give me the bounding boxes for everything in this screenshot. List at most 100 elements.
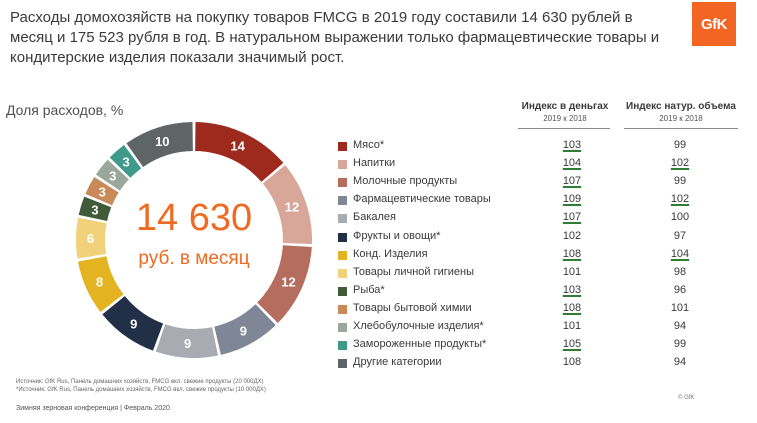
legend-row: Мясо* 103 99: [338, 137, 738, 155]
money-index-value: 101: [562, 320, 582, 332]
money-index-value: 104: [562, 157, 582, 170]
money-index-value: 108: [562, 247, 582, 260]
donut-slice: [109, 144, 142, 178]
legend-label: Молочные продукты: [353, 175, 458, 188]
slice-label: 10: [155, 134, 169, 149]
volume-index-value: 96: [673, 283, 687, 296]
legend-row: Другие категории 108 94: [338, 354, 738, 372]
slice-label: 14: [230, 139, 245, 154]
money-index-value: 103: [562, 139, 582, 151]
center-value: 14 630: [135, 197, 253, 239]
legend-swatch: [338, 196, 347, 206]
copyright: © GfK: [678, 395, 695, 401]
legend-label: Замороженные продукты*: [353, 338, 487, 351]
legend-label: Бакалея: [353, 211, 397, 224]
slice-label: 6: [87, 231, 94, 246]
legend-swatch: [338, 304, 347, 314]
legend-swatch: [338, 142, 347, 151]
legend-swatch: [338, 178, 347, 188]
donut-slice: [85, 177, 119, 206]
legend-row: Замороженные продукты* 105 99: [338, 336, 738, 354]
legend-swatch: [338, 268, 347, 278]
legend-swatch: [338, 286, 347, 296]
donut-slice: [78, 196, 112, 222]
source-note-2: *Источник: GfK Rus, Панель домашних хозя…: [16, 387, 266, 393]
legend-label: Фрукты и овощи*: [353, 229, 441, 242]
source-note-1: Источник: GfK Rus, Панель домашних хозяй…: [16, 379, 264, 385]
money-index-value: 102: [562, 229, 582, 242]
donut-slice: [214, 304, 276, 355]
legend-row: Напитки 104 102: [338, 155, 738, 173]
headline: Расходы домохозяйств на покупку товаров …: [10, 9, 660, 66]
donut-slice: [257, 245, 312, 324]
slice-label: 9: [184, 336, 191, 351]
volume-index-value: 97: [673, 229, 687, 242]
legend-row: Товары бытовой химии 108 101: [338, 300, 738, 318]
legend-row: Молочные продукты 107 99: [338, 173, 738, 191]
legend-row: Конд. Изделия 108 104: [338, 246, 738, 264]
slice-label: 3: [91, 202, 98, 217]
money-index-header: Индекс в деньгах: [521, 101, 609, 112]
legend-row: Хлебобулочные изделия* 101 94: [338, 318, 738, 336]
money-index-value: 103: [562, 283, 582, 296]
legend-label: Рыба*: [353, 283, 385, 296]
volume-index-value: 101: [670, 301, 690, 314]
volume-index-value: 99: [673, 139, 687, 151]
donut-slice: [95, 159, 129, 191]
donut-slice: [77, 256, 124, 312]
legend-row: Фрукты и овощи* 102 97: [338, 228, 738, 246]
donut-slice: [76, 217, 107, 259]
money-index-value: 108: [562, 356, 582, 369]
money-index-value: 108: [562, 301, 582, 314]
legend-row: Бакалея 107 100: [338, 209, 738, 227]
legend-row: Товары личной гигиены 101 98: [338, 264, 738, 282]
legend-label: Товары личной гигиены: [353, 265, 474, 278]
volume-index-header: Индекс натур. объема: [626, 101, 736, 112]
legend-label: Напитки: [353, 157, 396, 170]
slice-label: 3: [99, 185, 106, 200]
share-title: Доля расходов, %: [6, 102, 124, 118]
slice-label: 9: [130, 317, 137, 332]
volume-index-value: 94: [673, 320, 687, 332]
legend-swatch: [338, 250, 347, 260]
volume-index-value: 104: [670, 247, 690, 260]
donut-slice: [126, 122, 193, 168]
slice-label: 3: [109, 168, 116, 183]
slice-label: 8: [96, 275, 103, 290]
legend-row: Фармацевтические товары 109 102: [338, 191, 738, 209]
volume-index-value: 98: [673, 265, 687, 278]
donut-slice: [195, 122, 284, 182]
legend-label: Товары бытовой химии: [353, 301, 472, 314]
volume-index-value: 94: [673, 356, 687, 369]
center-unit: руб. в месяц: [138, 248, 250, 269]
money-index-value: 107: [562, 211, 582, 224]
volume-header-rule: [624, 128, 738, 129]
legend-swatch: [338, 359, 347, 369]
money-header-rule: [518, 128, 610, 129]
money-index-value: 101: [562, 265, 582, 278]
legend-swatch: [338, 214, 347, 224]
donut-slice: [102, 296, 164, 351]
slice-label: 12: [281, 275, 295, 290]
volume-index-value: 102: [670, 193, 690, 206]
money-index-value: 107: [562, 175, 582, 188]
volume-index-subheader: 2019 к 2018: [659, 114, 703, 123]
slice-label: 3: [122, 154, 129, 169]
slice-label: 12: [285, 199, 299, 214]
slice-label: 9: [240, 323, 247, 338]
legend-label: Хлебобулочные изделия*: [353, 320, 484, 332]
volume-index-value: 99: [673, 338, 687, 351]
legend-swatch: [338, 341, 347, 351]
legend-label: Мясо*: [353, 139, 385, 151]
legend-row: Рыба* 103 96: [338, 282, 738, 300]
footer: Зимняя зерновая конференция | Февраль 20…: [16, 405, 170, 412]
volume-index-value: 102: [670, 157, 690, 170]
legend-swatch: [338, 323, 347, 332]
money-index-subheader: 2019 к 2018: [543, 114, 587, 123]
money-index-value: 105: [562, 338, 582, 351]
volume-index-value: 100: [670, 211, 690, 224]
legend-label: Другие категории: [353, 356, 442, 369]
donut-slice: [155, 324, 219, 358]
legend-swatch: [338, 160, 347, 170]
